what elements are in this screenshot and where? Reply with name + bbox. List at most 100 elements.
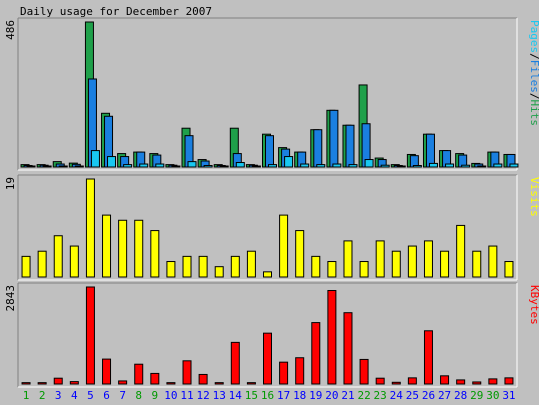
bar-kbytes-kbytes-day-27	[440, 375, 450, 385]
bar-visits-visits-day-9	[150, 230, 160, 278]
bar-kbytes-kbytes-day-21	[343, 312, 353, 385]
bar-hits-pages-day-9	[155, 163, 165, 168]
bar-visits-visits-day-27	[440, 250, 450, 278]
y-max-label-kbytes: 2843	[4, 285, 17, 312]
bar-kbytes-kbytes-day-12	[198, 373, 208, 385]
x-label-day-6: 6	[103, 389, 110, 402]
bar-kbytes-kbytes-day-3	[53, 377, 63, 385]
bar-hits-files-day-19	[313, 129, 323, 168]
x-axis-day-labels: 1 2 3 4 5 6 7 8 9 10 11 12 13 14 15 16 17 18 19 20 21 22 23 24 2…	[23, 389, 516, 402]
bar-kbytes-kbytes-day-7	[118, 380, 128, 385]
y-max-label-visits: 19	[4, 177, 17, 190]
x-label-day-11: 11	[180, 389, 193, 402]
x-label-day-2: 2	[39, 389, 46, 402]
bar-visits-visits-day-8	[134, 219, 144, 278]
bar-hits-pages-day-7	[123, 164, 133, 168]
bar-hits-pages-day-30	[493, 163, 503, 168]
bar-visits-visits-day-16	[263, 271, 272, 278]
bar-hits-pages-day-15	[251, 165, 261, 168]
bar-visits-visits-day-14	[230, 255, 240, 278]
bar-hits-pages-day-4	[74, 165, 84, 168]
bar-hits-pages-day-16	[268, 164, 277, 168]
bar-kbytes-kbytes-day-20	[327, 290, 337, 385]
bar-visits-visits-day-2	[37, 250, 47, 278]
bar-hits-pages-day-3	[58, 165, 68, 168]
x-label-day-12: 12	[196, 389, 209, 402]
x-label-day-20: 20	[325, 389, 338, 402]
bar-visits-visits-day-31	[504, 261, 514, 278]
bar-kbytes-kbytes-day-31	[504, 377, 514, 385]
bar-visits-visits-day-13	[214, 266, 224, 278]
bar-kbytes-kbytes-day-15	[246, 382, 256, 385]
bar-hits-files-day-16	[265, 135, 274, 168]
bar-kbytes-kbytes-day-6	[102, 358, 112, 385]
x-label-day-7: 7	[119, 389, 126, 402]
bar-hits-pages-day-22	[364, 159, 374, 168]
bar-hits-pages-day-27	[445, 163, 455, 168]
bar-hits-pages-day-21	[348, 164, 358, 168]
bar-hits-pages-day-18	[300, 163, 310, 168]
x-label-day-21: 21	[341, 389, 354, 402]
bar-visits-visits-day-28	[456, 224, 466, 278]
bar-visits-visits-day-26	[423, 240, 433, 278]
bar-hits-files-day-21	[345, 124, 355, 168]
chart-panels: 486 Pages/Files/Hits 19 Visits 2843 KBytes	[4, 17, 539, 388]
bar-hits-pages-day-12	[203, 165, 213, 168]
x-label-day-16: 16	[261, 389, 274, 402]
bar-kbytes-kbytes-day-17	[279, 361, 289, 385]
bar-kbytes-kbytes-day-24	[391, 381, 401, 385]
bar-hits-pages-day-28	[461, 164, 471, 168]
bar-kbytes-kbytes-day-8	[134, 363, 144, 385]
bar-hits-pages-day-11	[187, 161, 197, 168]
bar-visits-visits-day-1	[21, 255, 31, 278]
bar-kbytes-kbytes-day-2	[37, 382, 47, 385]
bar-kbytes-kbytes-day-22	[359, 358, 369, 385]
x-label-day-29: 29	[470, 389, 483, 402]
x-label-day-25: 25	[406, 389, 419, 402]
bar-kbytes-kbytes-day-28	[456, 379, 466, 385]
bar-visits-visits-day-10	[166, 261, 176, 278]
bar-hits-pages-day-5	[90, 150, 100, 168]
x-label-day-31: 31	[502, 389, 515, 402]
bar-visits-visits-day-5	[85, 178, 95, 278]
bar-hits-pages-day-29	[477, 165, 487, 168]
x-label-day-9: 9	[152, 389, 159, 402]
bar-visits-visits-day-19	[311, 255, 321, 278]
bar-kbytes-kbytes-day-25	[407, 377, 417, 385]
chart-title: Daily usage for December 2007	[20, 5, 212, 18]
bar-visits-visits-day-6	[102, 214, 112, 278]
bar-hits-pages-day-10	[171, 165, 181, 168]
panel-kbytes: 2843 KBytes	[4, 282, 539, 388]
bar-kbytes-kbytes-day-29	[472, 381, 482, 385]
bar-kbytes-kbytes-day-18	[295, 357, 305, 385]
x-label-day-1: 1	[23, 389, 30, 402]
bar-kbytes-kbytes-day-16	[263, 332, 272, 385]
panel-hits: 486 Pages/Files/Hits	[4, 17, 539, 171]
bar-visits-visits-day-12	[198, 255, 208, 278]
panel-visits: 19 Visits	[4, 174, 539, 281]
x-label-day-28: 28	[454, 389, 467, 402]
x-label-day-17: 17	[277, 389, 290, 402]
bar-hits-pages-day-24	[396, 165, 406, 168]
x-label-day-8: 8	[135, 389, 142, 402]
bar-hits-pages-day-23	[380, 164, 390, 168]
bar-kbytes-kbytes-day-14	[230, 341, 240, 385]
bar-hits-pages-day-25	[412, 165, 422, 168]
bar-visits-visits-day-30	[488, 245, 498, 278]
bar-hits-files-day-20	[329, 109, 339, 168]
x-label-day-13: 13	[213, 389, 226, 402]
x-label-day-22: 22	[357, 389, 370, 402]
bar-kbytes-kbytes-day-1	[21, 382, 31, 385]
bar-kbytes-kbytes-day-26	[423, 330, 433, 385]
x-label-day-27: 27	[438, 389, 451, 402]
bar-hits-pages-day-6	[107, 156, 117, 168]
bar-kbytes-kbytes-day-13	[214, 382, 224, 385]
x-label-day-24: 24	[390, 389, 404, 402]
bar-hits-pages-day-14	[235, 162, 245, 168]
bar-kbytes-kbytes-day-19	[311, 322, 321, 385]
x-label-day-5: 5	[87, 389, 94, 402]
x-label-day-26: 26	[422, 389, 435, 402]
x-label-day-18: 18	[293, 389, 306, 402]
bar-hits-pages-day-26	[428, 162, 438, 168]
